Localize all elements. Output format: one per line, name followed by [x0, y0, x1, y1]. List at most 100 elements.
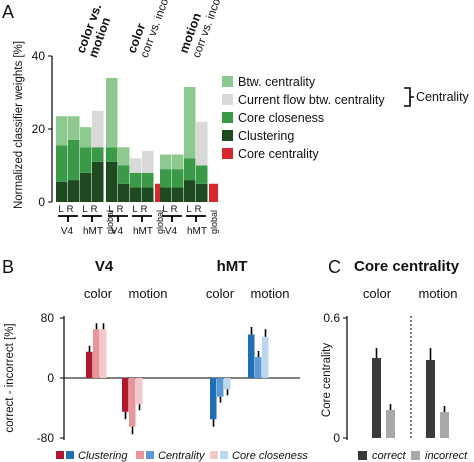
bar-segment — [172, 169, 184, 188]
bar-clustering — [210, 378, 217, 420]
y-tick-label: 0 — [38, 195, 45, 209]
bar-global — [155, 183, 164, 202]
legend-swatch — [222, 130, 233, 141]
bar-segment — [172, 187, 184, 202]
bar-segment — [160, 169, 172, 188]
panel-b-y-ticks: -80 0 80 — [37, 311, 64, 445]
bar-correct — [426, 360, 435, 438]
bar-segment — [130, 187, 142, 202]
x-tick-lr: R — [171, 204, 178, 215]
x-tick-lr: R — [117, 204, 124, 215]
panel-b-header-v4: V4 — [95, 258, 114, 275]
bar-segment — [184, 158, 196, 181]
bar-incorrect — [386, 410, 395, 438]
bar-incorrect — [440, 412, 449, 438]
bar-segment — [196, 121, 208, 166]
bar-clustering — [248, 334, 255, 378]
panel-c-sub-motion: motion — [418, 286, 457, 301]
panel-b-sub-motion-hmt: motion — [250, 286, 289, 301]
panel-a-legend: Btw. centrality Current flow btw. central… — [222, 75, 385, 161]
bar-core-closeness — [224, 378, 231, 390]
bar-centrality — [255, 357, 262, 378]
bar-core-closeness — [100, 329, 107, 378]
bar-segment — [68, 180, 80, 202]
legend-label-clustering: Clustering — [78, 450, 128, 462]
legend-swatch-centrality-v4 — [136, 451, 144, 459]
panel-b-ylabel: correct - incorrect [%] — [4, 323, 16, 432]
panel-c: C Core centrality color motion Core cent… — [321, 257, 468, 462]
legend-swatch-centrality-hmt — [146, 451, 154, 459]
bar-segment — [92, 161, 104, 202]
panel-c-title: Core centrality — [354, 258, 460, 275]
x-tick-lr: L — [82, 204, 87, 215]
x-tick-lr: L — [162, 204, 167, 215]
bar-segment — [68, 116, 80, 140]
bar-segment — [106, 147, 118, 162]
bar-segment — [118, 147, 130, 166]
x-label-hmt: hMT — [83, 226, 103, 237]
bar-segment — [106, 77, 118, 148]
legend-label: Core centrality — [238, 147, 319, 161]
panel-c-y-ticks: 00.6 — [323, 311, 347, 445]
legend-label: Core closeness — [238, 111, 324, 125]
legend-label-core-closeness: Core closeness — [232, 450, 308, 462]
bar-core-closeness — [262, 336, 269, 378]
bar-clustering — [86, 351, 93, 378]
x-label-global: global — [105, 210, 115, 234]
bar-segment — [92, 110, 104, 148]
legend-label: Btw. centrality — [238, 75, 316, 89]
legend-centrality-group: Centrality — [416, 90, 470, 104]
legend-swatch-closeness-v4 — [210, 451, 218, 459]
bar-centrality — [129, 378, 136, 427]
bar-clustering — [122, 378, 129, 412]
legend-label: Current flow btw. centrality — [238, 93, 385, 107]
x-tick-lr: L — [108, 204, 113, 215]
legend-swatch — [222, 148, 233, 159]
bar-segment — [92, 147, 104, 162]
bar-segment — [196, 183, 208, 202]
x-label-v4: V4 — [111, 226, 124, 237]
bar-segment — [118, 183, 130, 202]
bar-correct — [372, 358, 381, 438]
bar-segment — [56, 145, 68, 182]
bar-core-closeness — [136, 378, 143, 405]
bar-segment — [196, 165, 208, 184]
panel-c-ylabel: Core centrality — [321, 343, 333, 417]
bar-segment — [56, 181, 68, 202]
bar-segment — [118, 165, 130, 184]
x-label-global: global — [209, 210, 219, 234]
bar-global — [209, 183, 218, 202]
legend-label-correct: correct — [372, 450, 407, 462]
y-tick-label: 40 — [32, 49, 46, 63]
panel-a-y-ticks: 0 20 40 — [32, 49, 52, 209]
x-label-hmt: hMT — [187, 226, 207, 237]
y-tick-label: 0 — [47, 371, 54, 385]
panel-c-letter: C — [328, 257, 341, 277]
legend-swatch-clustering-v4 — [56, 451, 64, 459]
legend-swatch — [222, 112, 233, 123]
panel-a: A Normalized classifier weights [%] 0 20 4… — [2, 0, 470, 237]
legend-label: Clustering — [238, 129, 294, 143]
panel-b-legend: Clustering Centrality Core closeness — [56, 450, 308, 462]
panel-b: B V4 hMT color motion color motion corre… — [2, 257, 308, 462]
panel-a-bars — [56, 77, 218, 202]
panel-a-ylabel: Normalized classifier weights [%] — [13, 41, 25, 209]
bar-segment — [142, 150, 154, 173]
bar-segment — [160, 154, 172, 170]
panel-b-sub-color-v4: color — [84, 286, 113, 301]
panel-b-sub-color-hmt: color — [206, 286, 235, 301]
bar-centrality — [93, 329, 100, 378]
x-tick-lr: R — [67, 204, 74, 215]
bar-segment — [130, 158, 142, 173]
bar-segment — [172, 154, 184, 170]
legend-swatch-closeness-hmt — [220, 451, 228, 459]
legend-label-centrality: Centrality — [158, 450, 206, 462]
panel-c-legend: correct incorrect — [358, 450, 468, 462]
bar-segment — [68, 139, 80, 181]
panel-b-sub-motion-v4: motion — [128, 286, 167, 301]
legend-label-incorrect: incorrect — [425, 450, 468, 462]
y-tick-label: 0 — [333, 431, 340, 445]
x-tick-lr: L — [58, 204, 63, 215]
